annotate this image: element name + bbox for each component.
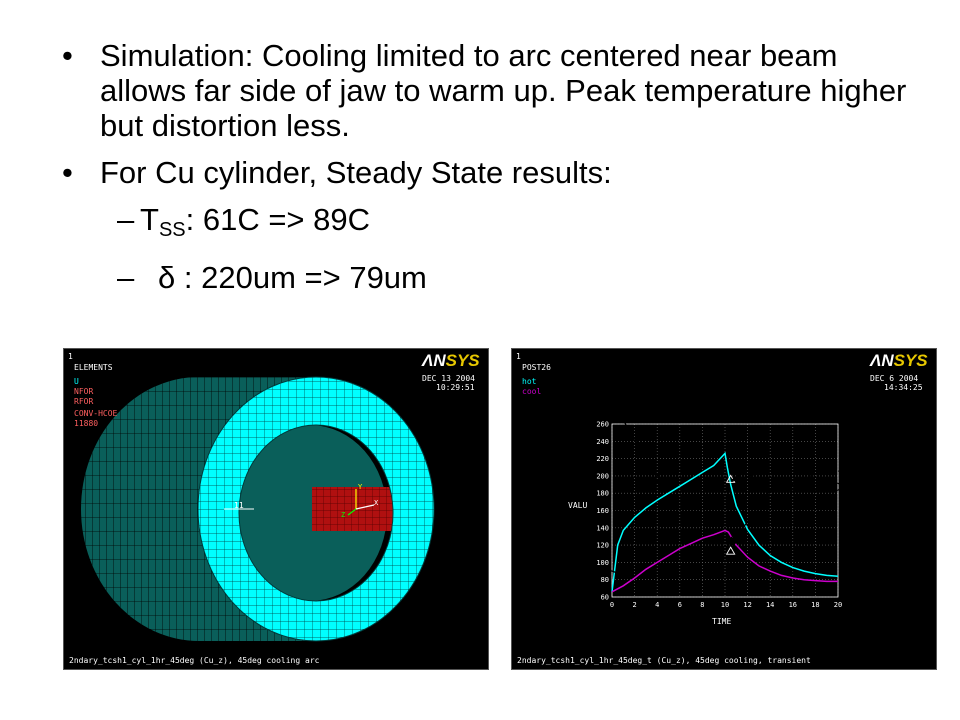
- x-tick-label: 4: [655, 601, 659, 609]
- panel-title: ELEMENTS: [74, 363, 113, 372]
- y-tick-label: 240: [596, 438, 609, 446]
- plot-frame: [611, 423, 839, 598]
- axis-x-label: X: [374, 499, 379, 507]
- sub-bullet-dash: –: [117, 202, 135, 237]
- x-tick-label: 16: [789, 601, 797, 609]
- bullet-cu-cylinder: • For Cu cylinder, Steady State results:: [62, 155, 922, 190]
- elements-labels: 1 ELEMENTS U NFOR RFOR CONV-HCOE 11880 Λ…: [64, 349, 488, 669]
- ansys-post26-panel: 0 2 4 6 8 10 12 14 16 18 20 60 80 100 120 140 160 180 200 2…: [511, 348, 937, 670]
- sub-bullet-dash: –: [117, 260, 135, 295]
- ansys-logo: ΛNSYS: [422, 351, 480, 370]
- x-tick-label: 12: [743, 601, 751, 609]
- axis-y-label: Y: [358, 483, 363, 491]
- elements-plot: [64, 349, 488, 669]
- x-tick-label: 14: [766, 601, 774, 609]
- delta-values: : 220um => 79um: [175, 260, 427, 295]
- conv-value: 11880: [74, 419, 99, 428]
- plot-time: 14:34:25: [884, 383, 923, 392]
- y-tick-label: 60: [601, 594, 609, 602]
- bullet-dot: •: [62, 38, 73, 73]
- arc-label-line1: 45 deg arc –: [778, 463, 845, 477]
- tss-values: : 61C => 89C: [185, 202, 371, 237]
- series-line-cool: [611, 529, 838, 593]
- plot-date: DEC 6 2004: [870, 374, 919, 383]
- y-tick-label: 180: [596, 490, 609, 498]
- legend-rfor: RFOR: [74, 397, 94, 406]
- plot-time: 10:29:51: [436, 383, 475, 392]
- ansys-logo: ΛNSYS: [870, 351, 928, 370]
- ss-label: SS initial condition: [633, 631, 732, 645]
- x-tick-label: 2: [632, 601, 636, 609]
- plot-date: DEC 13 2004: [422, 374, 475, 383]
- id-label: I.D.: [546, 542, 565, 556]
- tube-front-face: [64, 349, 488, 669]
- x-tick-label: 0: [610, 601, 614, 609]
- transient-line-chart: 0 2 4 6 8 10 12 14 16 18 2060801001201401601802002…: [596, 421, 842, 610]
- plot-caption: 2ndary_tcsh1_cyl_1hr_45deg_t (Cu_z), 45d…: [517, 656, 811, 665]
- x-tick-label: 10: [721, 601, 729, 609]
- bullet-text: Simulation: Cooling limited to arc cente…: [100, 38, 907, 143]
- plot-caption: 2ndary_tcsh1_cyl_1hr_45deg (Cu_z), 45deg…: [69, 656, 320, 665]
- sub-bullet-delta: – δ : 220um => 79um: [62, 260, 922, 295]
- od-label: O.D.: [594, 398, 619, 412]
- conv-label: CONV-HCOE: [74, 409, 118, 418]
- y-tick-label: 140: [596, 524, 609, 532]
- x-tick-label: 8: [700, 601, 704, 609]
- y-tick-label: 120: [596, 542, 609, 550]
- arc-label-line2: 195C, 111C: [778, 480, 841, 494]
- series-line-hot: [611, 451, 839, 592]
- slide-bullets: • Simulation: Cooling limited to arc cen…: [62, 38, 922, 307]
- legend-nfor: NFOR: [74, 387, 94, 396]
- y-tick-label: 80: [601, 576, 609, 584]
- x-tick-label: 18: [811, 601, 819, 609]
- x-axis-label: TIME: [712, 617, 732, 626]
- marker-triangle-cool: [725, 546, 736, 555]
- legend-cool: cool: [522, 387, 542, 396]
- x-tick-label: 20: [834, 601, 842, 609]
- x-tick-label: 6: [678, 601, 682, 609]
- delta-symbol: δ: [158, 260, 176, 295]
- axis-triad-icon: [347, 489, 375, 516]
- y-tick-label: 260: [596, 421, 609, 429]
- y-tick-label: 200: [596, 472, 609, 480]
- bullet-simulation: • Simulation: Cooling limited to arc cen…: [62, 38, 922, 143]
- tss-label: T: [140, 202, 159, 237]
- tss-subscript: SS: [158, 219, 186, 241]
- legend-hot: hot: [522, 377, 537, 386]
- panel-title: POST26: [522, 363, 551, 372]
- axis-z-label: Z: [341, 511, 346, 519]
- node-label: 11: [234, 501, 244, 510]
- sub-bullet-tss: – TSS: 61C => 89C: [62, 202, 922, 248]
- window-number: 1: [516, 352, 521, 361]
- legend-u: U: [74, 377, 79, 386]
- beam-label: beam: [458, 529, 489, 543]
- window-number: 1: [68, 352, 73, 361]
- post26-labels: 1 POST26 hot cool ΛNSYS DEC 6 2004 14:34…: [512, 349, 936, 669]
- bullet-text: For Cu cylinder, Steady State results:: [100, 155, 612, 190]
- y-axis-label: VALU: [568, 501, 588, 510]
- bullet-dot: •: [62, 155, 73, 190]
- y-tick-label: 160: [596, 507, 609, 515]
- ansys-elements-panel: 1 ELEMENTS U NFOR RFOR CONV-HCOE 11880 Λ…: [63, 348, 489, 670]
- y-tick-label: 220: [596, 455, 609, 463]
